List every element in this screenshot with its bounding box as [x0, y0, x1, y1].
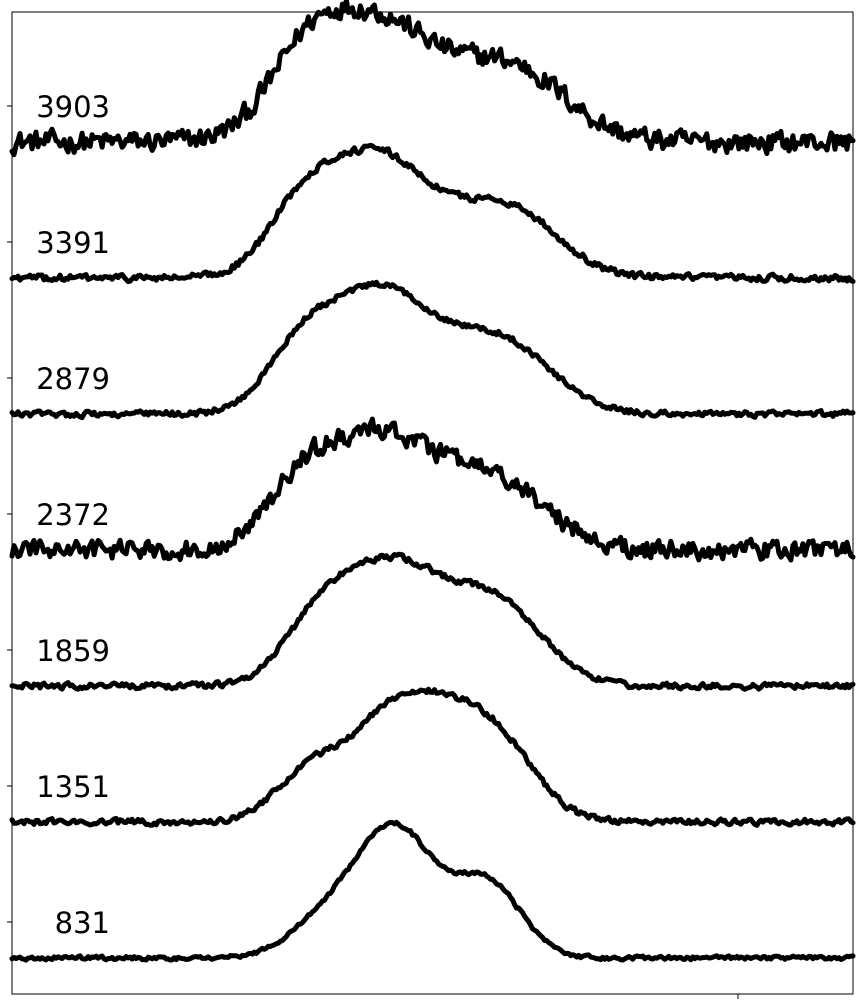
trace-2879 — [9, 279, 856, 421]
series-label-1351: 1351 — [36, 770, 110, 804]
trace-3903 — [9, 0, 856, 158]
trace-3391 — [9, 142, 856, 285]
series-label-3391: 3391 — [36, 226, 110, 260]
trace-831 — [9, 819, 856, 963]
labels-group: 3903 3391 2879 2372 1859 1351 831 — [36, 90, 110, 940]
y-ticks-group — [7, 105, 12, 923]
trace-2372 — [9, 416, 856, 563]
plot-frame — [11, 11, 854, 995]
series-label-831: 831 — [55, 906, 110, 940]
series-label-2879: 2879 — [36, 362, 110, 396]
traces-group — [9, 0, 856, 963]
trace-1859 — [9, 551, 856, 692]
series-label-3903: 3903 — [36, 90, 110, 124]
series-label-2372: 2372 — [36, 498, 110, 532]
trace-1351 — [9, 686, 856, 828]
series-label-1859: 1859 — [36, 634, 110, 668]
